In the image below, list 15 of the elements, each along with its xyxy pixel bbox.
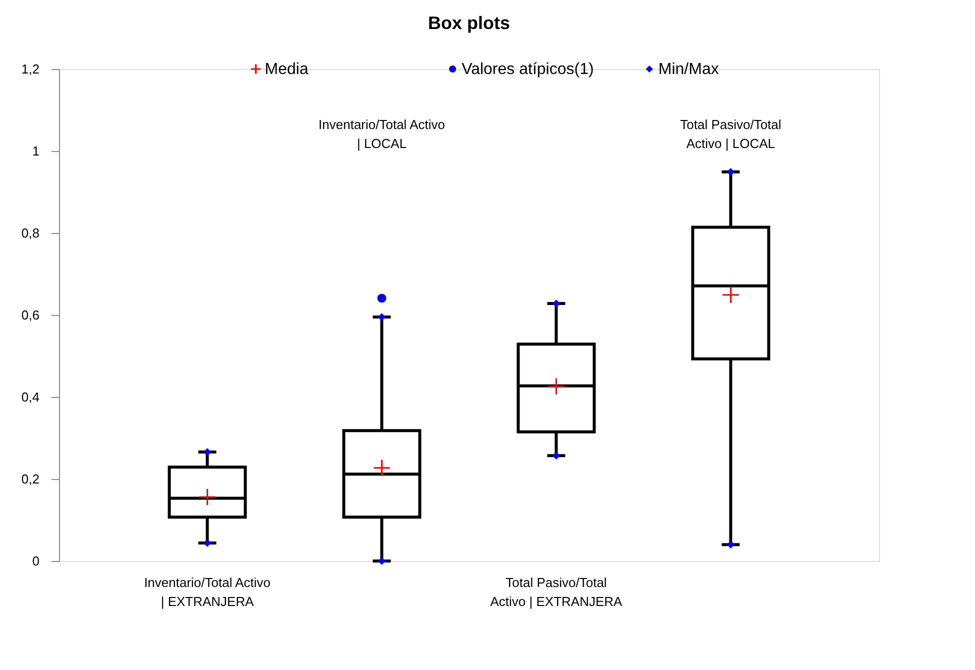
- y-tick-label: 0,2: [21, 472, 40, 486]
- x-tick-label: Total Pasivo/Total Activo | LOCAL: [680, 117, 782, 151]
- x-tick-label: Inventario/Total Activo | LOCAL: [318, 117, 445, 151]
- legend-label: Min/Max: [658, 61, 719, 78]
- y-tick-label: 1: [32, 144, 40, 158]
- x-tick-label: Inventario/Total Activo | EXTRANJERA: [144, 575, 271, 609]
- y-tick-label: 0,4: [21, 390, 40, 404]
- y-tick-label: 0,6: [21, 308, 40, 322]
- legend-label: Media: [264, 61, 308, 78]
- chart-title: Box plots: [428, 13, 510, 33]
- y-tick-label: 0,8: [21, 226, 40, 240]
- y-tick-label: 1,2: [21, 62, 40, 76]
- x-tick-label: Total Pasivo/Total Activo | EXTRANJERA: [490, 575, 623, 609]
- legend-label: Valores atípicos(1): [462, 61, 594, 78]
- y-tick-label: 0: [32, 554, 40, 568]
